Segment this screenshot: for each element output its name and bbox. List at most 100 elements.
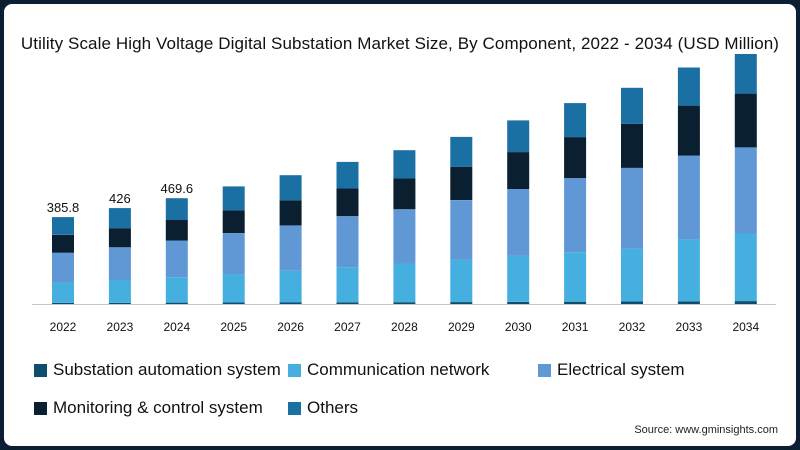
- x-tick-label: 2033: [676, 320, 703, 334]
- bar-segment: [507, 189, 530, 256]
- x-tick-label: 2022: [50, 320, 77, 334]
- bar-segment: [336, 267, 359, 303]
- legend-item-communication-network: Communication network: [288, 360, 489, 380]
- bar-chart: 2022 385.8 2023 426 2024 469.6 2025 2026 2027 202…: [32, 54, 776, 334]
- legend-item-substation-automation: Substation automation system: [34, 360, 281, 380]
- bar-segment: [336, 161, 359, 189]
- bar-segment: [450, 166, 473, 200]
- bar-segment: [108, 228, 131, 248]
- bar-segment: [677, 239, 700, 302]
- x-tick-label: 2034: [732, 320, 759, 334]
- data-label: 385.8: [47, 200, 80, 215]
- bar-segment: [734, 233, 757, 302]
- legend-label: Others: [307, 398, 359, 417]
- bar-segment: [564, 252, 587, 302]
- bar-segment: [564, 301, 587, 304]
- bar-segment: [222, 302, 245, 304]
- bar-segment: [279, 225, 302, 271]
- bar-segment: [677, 301, 700, 304]
- bar-segment: [507, 301, 530, 304]
- bar-segment: [507, 120, 530, 152]
- x-tick-label: 2030: [505, 320, 532, 334]
- bar-segment: [279, 302, 302, 304]
- legend-swatch: [34, 363, 47, 377]
- bar-segment: [279, 175, 302, 201]
- legend-swatch: [538, 363, 551, 377]
- bar-segment: [52, 302, 74, 304]
- bar-segment: [450, 136, 473, 167]
- bar-segment: [564, 137, 587, 179]
- bar-segment: [52, 282, 74, 303]
- legend-label: Substation automation system: [53, 360, 281, 379]
- bar-segment: [677, 105, 700, 156]
- legend-item-others: Others: [288, 398, 358, 418]
- bar-segment: [336, 188, 359, 217]
- bar-segment: [734, 301, 757, 304]
- bar-segment: [507, 152, 530, 189]
- bar-segment: [450, 302, 473, 304]
- bar-segment: [450, 259, 473, 302]
- bar-segment: [677, 155, 700, 240]
- bar-segment: [677, 67, 700, 106]
- x-tick-label: 2027: [334, 320, 361, 334]
- bar-segment: [393, 178, 416, 210]
- bar-segment: [734, 54, 757, 94]
- bar-segment: [734, 147, 757, 234]
- bar-segment: [52, 234, 74, 253]
- data-label: 426: [109, 191, 131, 206]
- bar-segment: [621, 123, 643, 168]
- bar-segment: [393, 150, 416, 179]
- bar-segment: [393, 209, 416, 264]
- bar-segment: [108, 302, 131, 304]
- bar-segment: [52, 252, 74, 283]
- bar-segment: [165, 277, 188, 303]
- legend-item-monitoring-control: Monitoring & control system: [34, 398, 263, 418]
- bar-segment: [621, 87, 643, 124]
- bar-segment: [108, 208, 131, 229]
- bar-segment: [222, 274, 245, 303]
- bar-segment: [222, 233, 245, 275]
- bar-segment: [108, 247, 131, 281]
- bar-segment: [222, 186, 245, 211]
- x-tick-label: 2023: [107, 320, 134, 334]
- bar-segment: [165, 220, 188, 241]
- bar-segment: [52, 217, 74, 235]
- x-tick-label: 2029: [448, 320, 475, 334]
- bar-segment: [621, 248, 643, 302]
- x-tick-label: 2026: [277, 320, 304, 334]
- x-tick-label: 2031: [562, 320, 589, 334]
- bar-segment: [734, 93, 757, 148]
- legend-label: Monitoring & control system: [53, 398, 263, 417]
- chart-title: Utility Scale High Voltage Digital Subst…: [20, 34, 780, 53]
- bar-segment: [564, 178, 587, 253]
- bar-segment: [621, 168, 643, 249]
- source-note: Source: www.gminsights.com: [634, 424, 778, 436]
- bar-segment: [279, 270, 302, 303]
- legend-label: Communication network: [307, 360, 490, 379]
- data-label: 469.6: [161, 181, 194, 196]
- bar-segment: [450, 200, 473, 260]
- legend-swatch: [288, 401, 301, 415]
- bar-segment: [165, 240, 188, 278]
- x-tick-label: 2032: [619, 320, 646, 334]
- legend-swatch: [34, 401, 47, 415]
- bar-segment: [564, 103, 587, 138]
- bar-segment: [336, 216, 359, 268]
- legend-swatch: [288, 363, 301, 377]
- bar-segment: [393, 263, 416, 303]
- bar-segment: [507, 255, 530, 302]
- legend-item-electrical-system: Electrical system: [538, 360, 685, 380]
- x-tick-label: 2024: [163, 320, 190, 334]
- x-tick-label: 2028: [391, 320, 418, 334]
- bar-segment: [108, 280, 131, 303]
- bar-segment: [621, 301, 643, 304]
- bar-segment: [336, 302, 359, 304]
- bar-segment: [222, 210, 245, 234]
- x-tick-label: 2025: [220, 320, 247, 334]
- bar-segment: [165, 302, 188, 304]
- bar-segment: [279, 200, 302, 226]
- bar-segment: [393, 302, 416, 304]
- bar-segment: [165, 198, 188, 220]
- legend-label: Electrical system: [557, 360, 685, 379]
